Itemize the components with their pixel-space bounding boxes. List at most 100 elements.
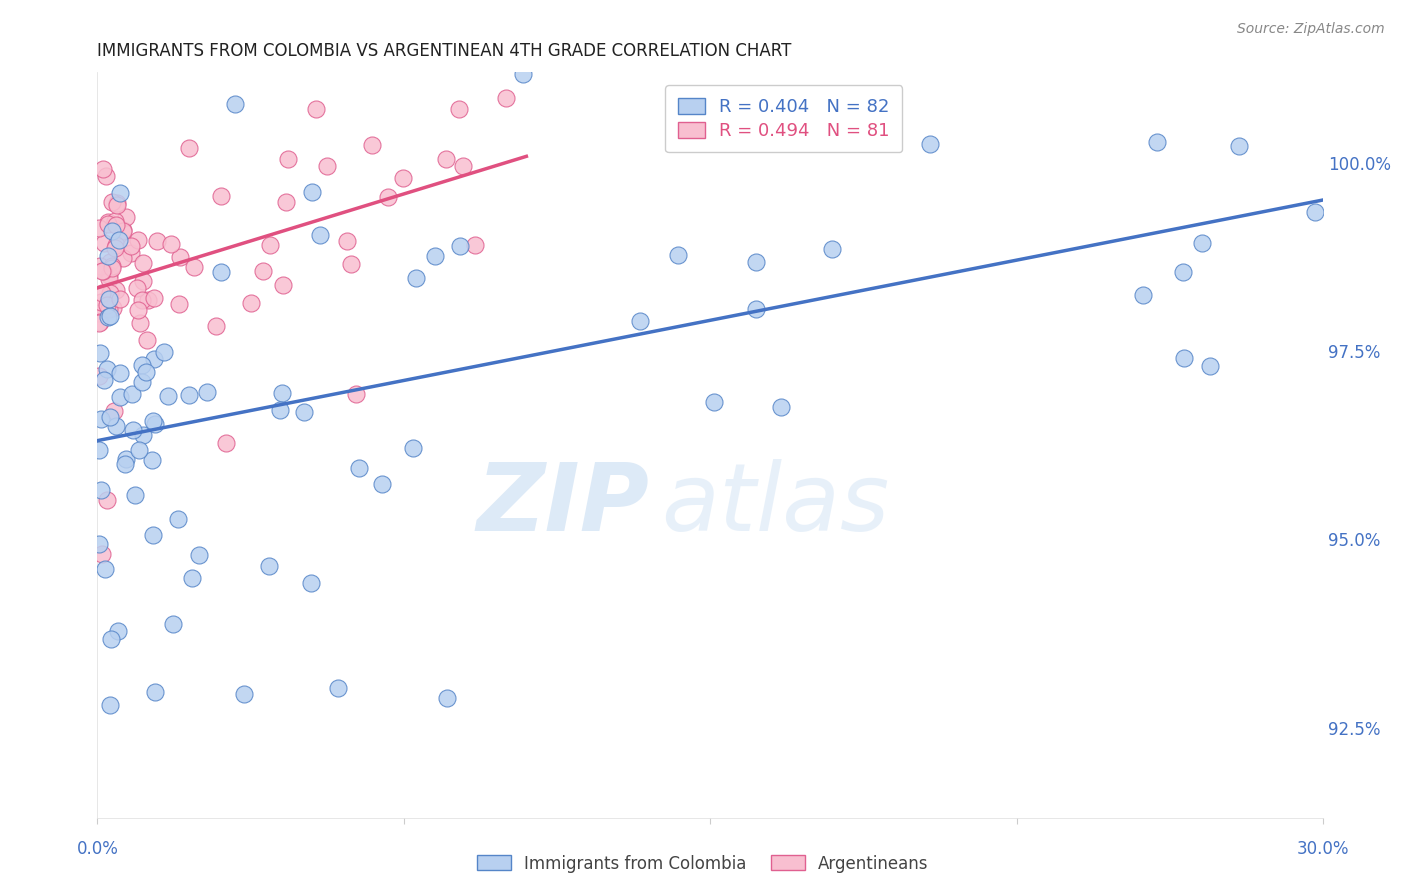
- Point: [405, 271, 427, 285]
- Point: [93, 264, 115, 278]
- Point: [115, 211, 138, 225]
- Point: [93, 235, 115, 250]
- Point: [131, 358, 153, 372]
- Point: [108, 390, 131, 404]
- Point: [89, 300, 111, 314]
- Point: [156, 389, 179, 403]
- Point: [104, 418, 127, 433]
- Point: [179, 141, 201, 155]
- Point: [1173, 351, 1195, 366]
- Point: [744, 302, 766, 317]
- Point: [1132, 288, 1154, 302]
- Point: [180, 571, 202, 585]
- Point: [299, 576, 322, 591]
- Point: [224, 97, 246, 112]
- Point: [128, 442, 150, 457]
- Point: [292, 405, 315, 419]
- Point: [91, 161, 114, 176]
- Point: [301, 186, 323, 200]
- Point: [110, 186, 132, 201]
- Point: [745, 254, 768, 268]
- Point: [136, 333, 159, 347]
- Point: [274, 194, 297, 209]
- Point: [451, 159, 474, 173]
- Point: [98, 302, 121, 317]
- Point: [167, 297, 190, 311]
- Point: [87, 221, 110, 235]
- Point: [1303, 205, 1326, 219]
- Point: [103, 404, 125, 418]
- Point: [115, 452, 138, 467]
- Point: [423, 248, 446, 262]
- Point: [100, 632, 122, 647]
- Point: [89, 315, 111, 329]
- Point: [132, 256, 155, 270]
- Point: [87, 369, 110, 384]
- Text: 30.0%: 30.0%: [1296, 840, 1350, 858]
- Point: [1171, 265, 1194, 279]
- Point: [114, 457, 136, 471]
- Point: [136, 293, 159, 307]
- Point: [97, 293, 120, 307]
- Point: [141, 452, 163, 467]
- Point: [105, 198, 128, 212]
- Point: [1081, 47, 1104, 62]
- Point: [259, 237, 281, 252]
- Point: [93, 374, 115, 388]
- Point: [512, 67, 534, 81]
- Point: [90, 483, 112, 497]
- Point: [240, 296, 263, 310]
- Point: [98, 698, 121, 712]
- Point: [120, 246, 142, 260]
- Point: [143, 417, 166, 431]
- Point: [111, 251, 134, 265]
- Point: [98, 285, 121, 300]
- Point: [124, 488, 146, 502]
- Point: [821, 242, 844, 256]
- Point: [1191, 236, 1213, 251]
- Point: [105, 195, 128, 210]
- Point: [273, 277, 295, 292]
- Point: [96, 169, 118, 183]
- Point: [89, 442, 111, 457]
- Point: [434, 152, 457, 166]
- Point: [187, 549, 209, 563]
- Text: 0.0%: 0.0%: [76, 840, 118, 858]
- Point: [101, 225, 124, 239]
- Point: [666, 248, 689, 262]
- Point: [1227, 138, 1250, 153]
- Point: [215, 436, 238, 450]
- Point: [104, 241, 127, 255]
- Point: [90, 411, 112, 425]
- Point: [1146, 136, 1168, 150]
- Point: [91, 264, 114, 278]
- Point: [96, 298, 118, 312]
- Point: [89, 536, 111, 550]
- Point: [204, 319, 226, 334]
- Point: [377, 190, 399, 204]
- Point: [103, 301, 125, 316]
- Point: [401, 441, 423, 455]
- Point: [127, 281, 149, 295]
- Point: [108, 366, 131, 380]
- Point: [316, 159, 339, 173]
- Point: [160, 236, 183, 251]
- Point: [89, 306, 111, 320]
- Point: [142, 414, 165, 428]
- Point: [127, 302, 149, 317]
- Point: [209, 189, 232, 203]
- Point: [449, 103, 471, 117]
- Point: [101, 259, 124, 273]
- Point: [131, 293, 153, 307]
- Point: [112, 224, 135, 238]
- Text: atlas: atlas: [661, 459, 890, 550]
- Point: [162, 617, 184, 632]
- Point: [142, 291, 165, 305]
- Point: [391, 171, 413, 186]
- Point: [770, 400, 793, 414]
- Point: [340, 257, 363, 271]
- Point: [97, 217, 120, 231]
- Point: [107, 233, 129, 247]
- Point: [628, 314, 651, 328]
- Point: [97, 272, 120, 286]
